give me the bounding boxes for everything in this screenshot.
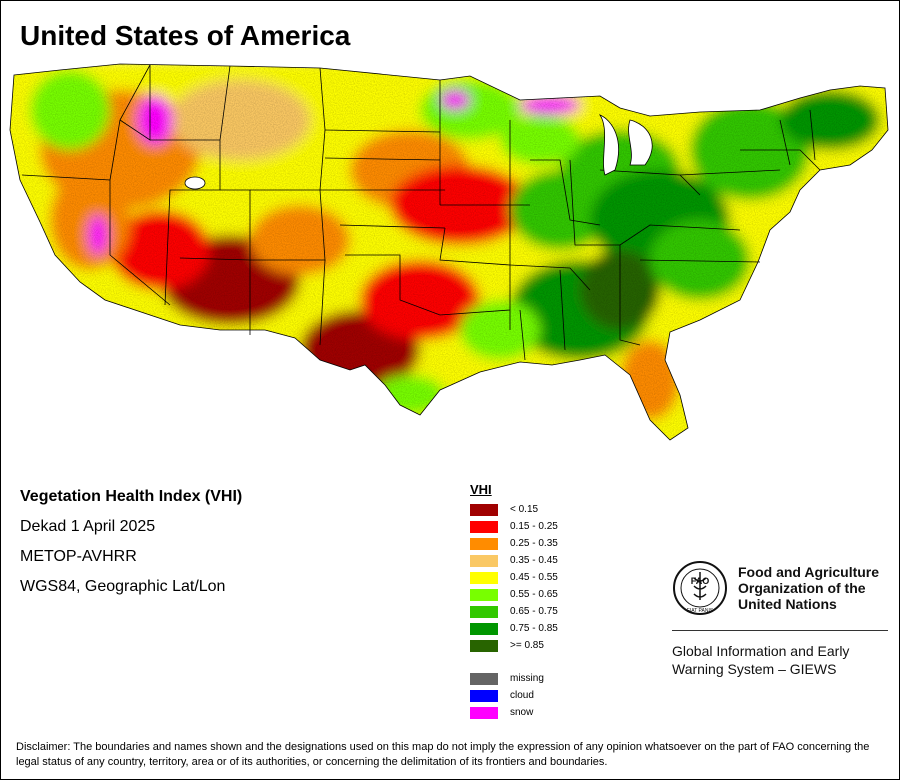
legend-class-item: >= 0.85 xyxy=(470,637,660,654)
legend-swatch xyxy=(470,537,498,550)
legend-label: 0.25 - 0.35 xyxy=(510,538,558,549)
disclaimer-text: Disclaimer: The boundaries and names sho… xyxy=(16,741,870,768)
legend-class-item: 0.35 - 0.45 xyxy=(470,552,660,569)
fao-logo-icon: FAO FIAT PANIS xyxy=(673,561,727,615)
legend-swatch xyxy=(470,639,498,652)
vhi-legend: VHI < 0.15 0.15 - 0.25 0.25 - 0.35 0.35 - 0… xyxy=(470,482,660,721)
legend-class-item: 0.55 - 0.65 xyxy=(470,586,660,603)
giews-label: Global Information and Early Warning Sys… xyxy=(672,643,850,677)
legend-label: cloud xyxy=(510,690,534,701)
legend-swatch xyxy=(470,622,498,635)
legend-title: VHI xyxy=(470,482,492,497)
legend-label: snow xyxy=(510,707,534,718)
legend-label: 0.75 - 0.85 xyxy=(510,623,558,634)
period-label: Dekad 1 April 2025 xyxy=(20,518,156,535)
legend-class-item: < 0.15 xyxy=(470,501,660,518)
legend-class-item: 0.25 - 0.35 xyxy=(470,535,660,552)
logo-motto: FIAT PANIS xyxy=(687,608,714,614)
map-title: United States of America xyxy=(20,20,351,51)
legend-label: < 0.15 xyxy=(510,504,539,515)
legend-label: >= 0.85 xyxy=(510,640,544,651)
legend-class-item: 0.75 - 0.85 xyxy=(470,620,660,637)
legend-label: 0.55 - 0.65 xyxy=(510,589,558,600)
index-name: Vegetation Health Index (VHI) xyxy=(20,488,243,505)
legend-class-item: 0.65 - 0.75 xyxy=(470,603,660,620)
fao-branding: FAO FIAT PANIS Food and Agriculture Orga… xyxy=(672,560,888,680)
legend-swatch xyxy=(470,503,498,516)
legend-swatch xyxy=(470,672,498,685)
legend-label: 0.45 - 0.55 xyxy=(510,572,558,583)
legend-label: 0.15 - 0.25 xyxy=(510,521,558,532)
legend-label: missing xyxy=(510,673,544,684)
legend-swatch xyxy=(470,520,498,533)
vhi-map xyxy=(9,63,889,441)
legend-label: 0.65 - 0.75 xyxy=(510,606,558,617)
fao-divider xyxy=(672,630,888,631)
legend-swatch xyxy=(470,571,498,584)
sensor-label: METOP-AVHRR xyxy=(20,548,137,565)
legend-extra-item: missing xyxy=(470,670,660,687)
legend-swatch xyxy=(470,605,498,618)
legend-swatch xyxy=(470,706,498,719)
legend-swatch xyxy=(470,554,498,567)
legend-swatch xyxy=(470,588,498,601)
legend-class-item: 0.45 - 0.55 xyxy=(470,569,660,586)
fao-name: Food and Agriculture Organization of the… xyxy=(738,564,880,612)
legend-extra-item: cloud xyxy=(470,687,660,704)
legend-extra-item: snow xyxy=(470,704,660,721)
legend-class-item: 0.15 - 0.25 xyxy=(470,518,660,535)
legend-classes: < 0.15 0.15 - 0.25 0.25 - 0.35 0.35 - 0.45 0… xyxy=(470,501,660,654)
legend-extra: missing cloud snow xyxy=(470,670,660,721)
projection-label: WGS84, Geographic Lat/Lon xyxy=(20,578,226,595)
legend-swatch xyxy=(470,689,498,702)
logo-text: FAO xyxy=(691,576,710,586)
legend-label: 0.35 - 0.45 xyxy=(510,555,558,566)
